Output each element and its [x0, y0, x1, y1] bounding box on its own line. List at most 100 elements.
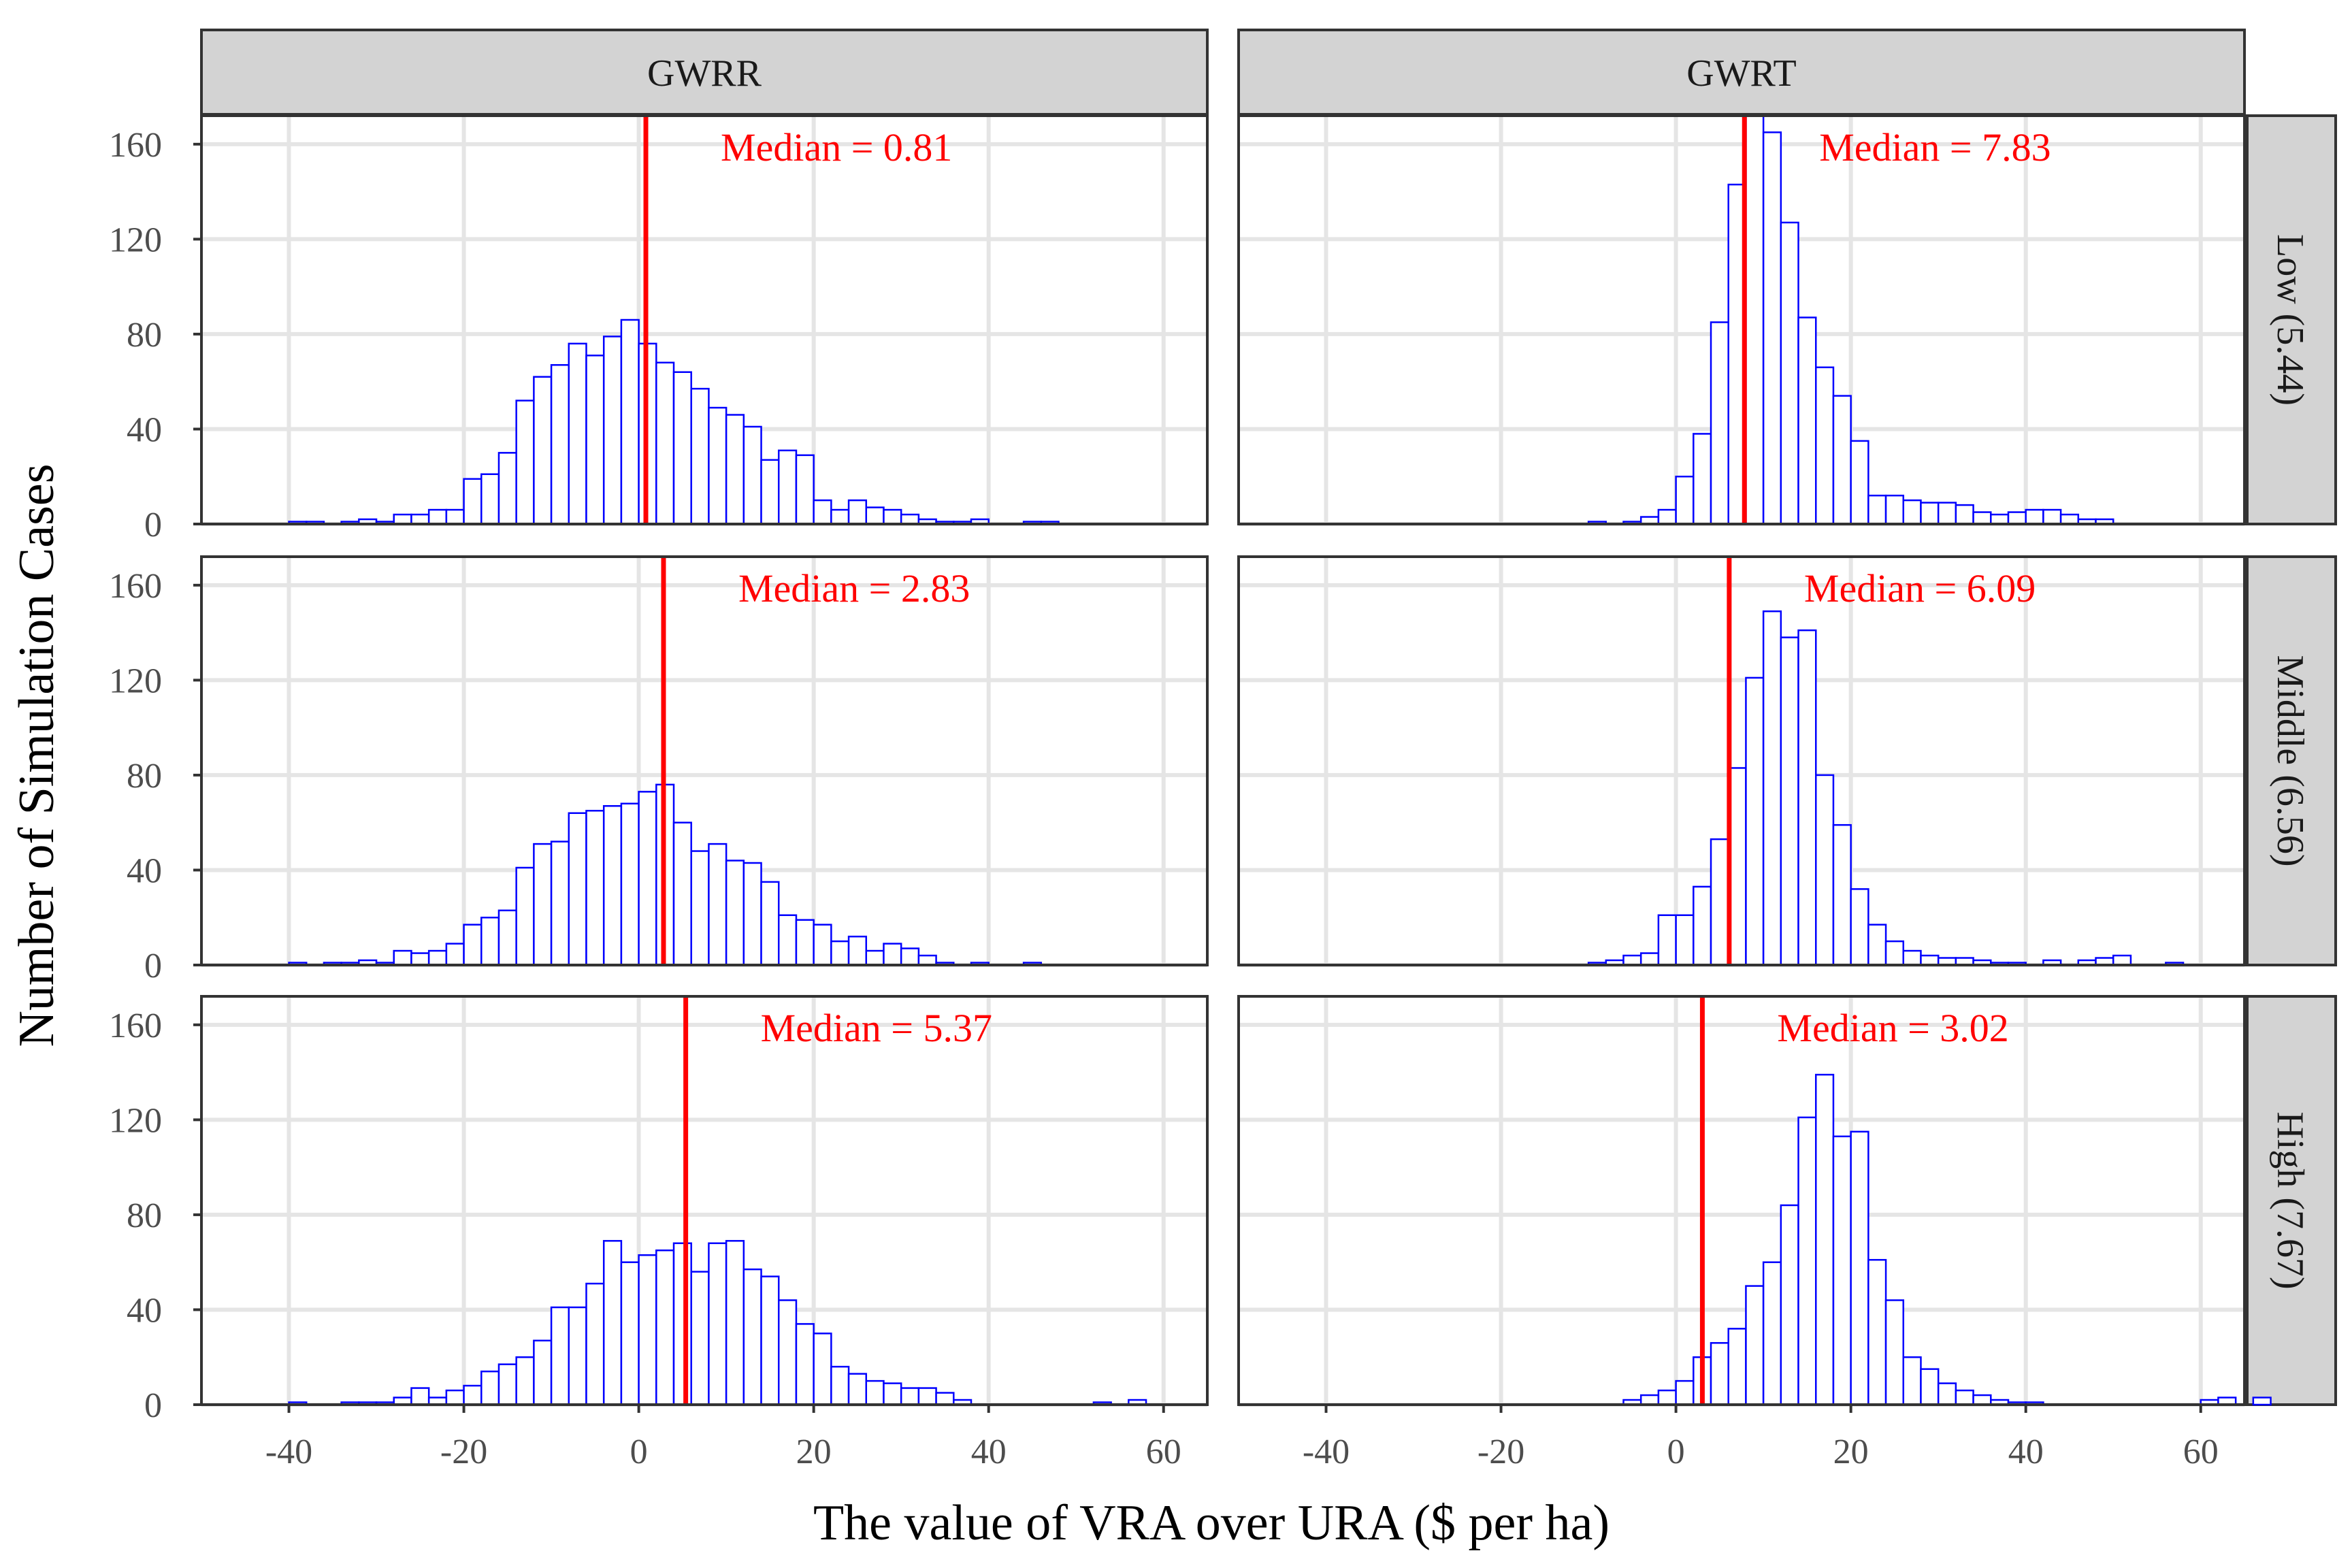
- histogram-bar: [917, 1387, 937, 1406]
- histogram-bar: [427, 949, 448, 966]
- histogram-bar: [1814, 1073, 1835, 1406]
- histogram-bar: [1657, 1389, 1677, 1406]
- histogram-bar: [533, 1339, 553, 1406]
- histogram-bar: [655, 1250, 675, 1406]
- histogram-bar: [1657, 508, 1677, 525]
- histogram-bar: [1780, 221, 1799, 525]
- histogram-bar: [935, 1392, 955, 1406]
- y-tick-label: 40: [127, 1291, 162, 1330]
- histogram-bar: [1937, 1382, 1957, 1406]
- histogram-bar: [847, 935, 868, 966]
- histogram-bar: [917, 954, 937, 966]
- panel-gwrt-1: Median = 6.09: [1237, 555, 2246, 967]
- histogram-bar: [795, 919, 815, 966]
- histogram-bar: [1710, 838, 1729, 966]
- histogram-bar: [1745, 1285, 1765, 1406]
- histogram-bar: [568, 342, 587, 525]
- histogram-bar: [795, 454, 815, 525]
- x-tick-label: 0: [630, 1433, 648, 1471]
- histogram-bar: [1832, 823, 1852, 966]
- histogram-bar: [1832, 1135, 1852, 1406]
- histogram-bar: [2059, 513, 2080, 525]
- column-strip-label: GWRR: [647, 52, 762, 95]
- histogram-bar: [1762, 1261, 1782, 1406]
- y-tick-label: 40: [127, 851, 162, 890]
- x-tick-label: -20: [1477, 1433, 1524, 1471]
- panel-gwrr-1: Median = 2.83 0 40 80 120 160: [109, 555, 1209, 985]
- panel-gwrr-2: Median = 5.37 0 40 80 120 160 -40 -20 0 20 40 60: [109, 995, 1209, 1471]
- histogram-bar: [1937, 502, 1957, 525]
- y-tick-label: 120: [109, 662, 162, 700]
- y-tick-label: 120: [109, 220, 162, 259]
- histogram-bar: [1814, 774, 1835, 966]
- median-label: Median = 6.09: [1804, 566, 2036, 610]
- histogram-bar: [672, 1242, 692, 1406]
- histogram-bar: [550, 840, 570, 966]
- column-strip-label: GWRT: [1686, 52, 1797, 95]
- histogram-bar: [2025, 508, 2044, 525]
- histogram-bar: [410, 1387, 430, 1406]
- histogram-bar: [865, 1379, 885, 1406]
- histogram-bar: [515, 866, 535, 966]
- histogram-bar: [742, 425, 762, 525]
- histogram-bar: [1639, 1394, 1660, 1406]
- histogram-bar: [830, 940, 850, 966]
- panel-gwrr-0: Median = 0.81 0 40 80 120 160: [109, 114, 1209, 544]
- row-strip-0: [2246, 114, 2337, 525]
- histogram-bar: [585, 810, 605, 966]
- panel-border: [200, 114, 1209, 525]
- histogram-bar: [2252, 1396, 2272, 1406]
- y-tick-label: 80: [127, 316, 162, 355]
- histogram-bar: [813, 499, 832, 525]
- histogram-bar: [900, 1387, 920, 1406]
- histogram-bar: [777, 449, 798, 525]
- panel-border: [200, 995, 1209, 1406]
- y-tick-label: 160: [109, 126, 162, 165]
- median-label: Median = 3.02: [1777, 1006, 2008, 1050]
- panels-layer: GWRR GWRT Low (5.44) Middle (6.56) High (7.6…: [109, 29, 2337, 1471]
- histogram-bar: [1797, 316, 1817, 525]
- histogram-bar: [883, 1382, 902, 1406]
- histogram-bar: [760, 1275, 780, 1406]
- y-tick-label: 0: [144, 947, 162, 985]
- histogram-bar: [655, 361, 675, 525]
- histogram-bar: [1884, 494, 1905, 525]
- histogram-bar: [865, 949, 885, 966]
- histogram-bar: [1955, 504, 1974, 525]
- histogram-bar: [1955, 1389, 1974, 1406]
- x-tick-label: -40: [1303, 1433, 1350, 1471]
- histogram-bar: [550, 1306, 570, 1406]
- histogram-bar: [708, 843, 728, 966]
- histogram-bar: [1972, 1394, 1992, 1406]
- histogram-bar: [1884, 1299, 1905, 1406]
- histogram-bar: [602, 805, 623, 966]
- histogram-bar: [445, 508, 465, 525]
- panel-border: [1237, 995, 2246, 1406]
- panel-gwrt-2: Median = 3.02 -40 -20 0 20 40 60: [1237, 995, 2272, 1471]
- histogram-bar: [585, 1282, 605, 1406]
- histogram-bar: [2112, 954, 2132, 966]
- histogram-bar: [638, 1254, 657, 1406]
- histogram-bar: [602, 1240, 623, 1406]
- histogram-bar: [1639, 952, 1660, 966]
- x-tick-label: 60: [1146, 1433, 1181, 1471]
- histogram-bar: [708, 1242, 728, 1406]
- histogram-bar: [1693, 885, 1712, 966]
- histogram-bar: [1745, 676, 1765, 966]
- histogram-bar: [463, 1384, 483, 1406]
- x-tick-label: 40: [971, 1433, 1007, 1471]
- histogram-bar: [813, 924, 832, 966]
- histogram-bar: [445, 943, 465, 966]
- histogram-bar: [638, 791, 657, 966]
- histogram-bar: [847, 499, 868, 525]
- histogram-bar: [393, 513, 412, 525]
- histogram-bar: [1850, 888, 1869, 966]
- histogram-bar: [1797, 629, 1817, 966]
- histogram-bar: [427, 508, 448, 525]
- histogram-bar: [708, 406, 728, 525]
- y-tick-label: 40: [127, 410, 162, 449]
- histogram-bar: [1867, 924, 1887, 966]
- histogram-bar: [777, 1299, 798, 1406]
- x-tick-label: 40: [2008, 1433, 2044, 1471]
